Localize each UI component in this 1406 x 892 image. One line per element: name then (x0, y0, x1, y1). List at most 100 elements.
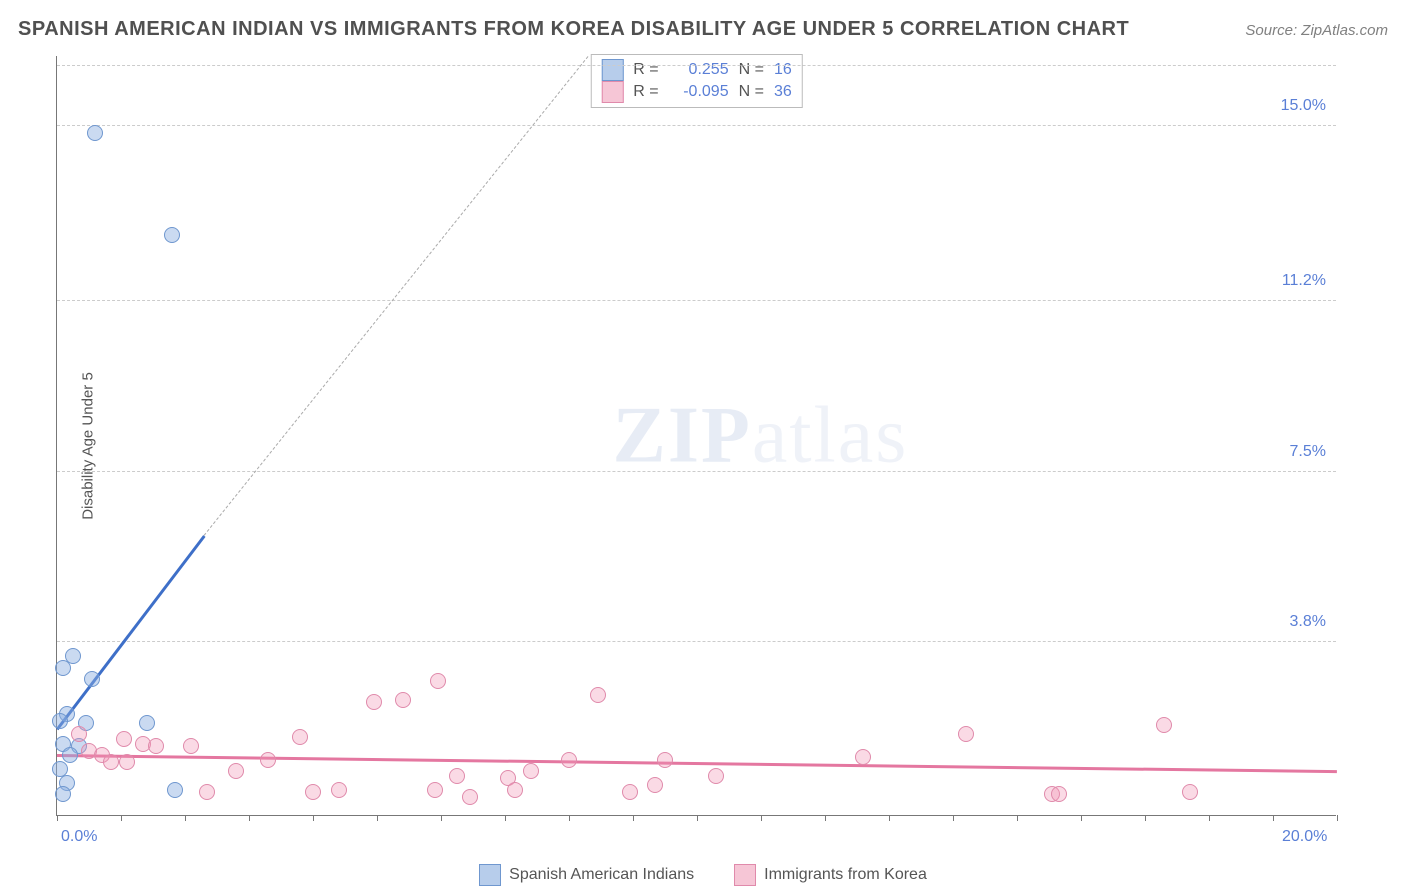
x-tick (57, 815, 58, 821)
data-point (590, 687, 606, 703)
source-value: ZipAtlas.com (1301, 22, 1388, 39)
trend-line (57, 754, 1337, 773)
data-point (71, 726, 87, 742)
x-tick (1273, 815, 1274, 821)
chart-header: SPANISH AMERICAN INDIAN VS IMMIGRANTS FR… (18, 18, 1388, 41)
x-tick (569, 815, 570, 821)
x-tick (441, 815, 442, 821)
x-tick (249, 815, 250, 821)
data-point (366, 694, 382, 710)
data-point (199, 784, 215, 800)
n-label-1: N = (739, 83, 764, 101)
x-tick (377, 815, 378, 821)
data-point (87, 125, 103, 141)
x-tick (697, 815, 698, 821)
data-point (167, 782, 183, 798)
gridline (57, 471, 1336, 472)
data-point (622, 784, 638, 800)
data-point (523, 763, 539, 779)
source-label: Source: (1245, 22, 1301, 39)
r-value-0: 0.255 (669, 61, 729, 79)
watermark: ZIPatlas (612, 390, 908, 481)
source-attribution: Source: ZipAtlas.com (1245, 22, 1388, 39)
data-point (55, 660, 71, 676)
x-tick (1145, 815, 1146, 821)
data-point (55, 786, 71, 802)
r-value-1: -0.095 (669, 83, 729, 101)
stats-legend: R = 0.255 N = 16 R = -0.095 N = 36 (590, 54, 802, 108)
data-point (657, 752, 673, 768)
scatter-chart: ZIPatlas R = 0.255 N = 16 R = -0.095 N =… (56, 56, 1336, 816)
data-point (507, 782, 523, 798)
legend-label-1: Immigrants from Korea (764, 866, 927, 884)
x-tick (313, 815, 314, 821)
x-tick (761, 815, 762, 821)
chart-title: SPANISH AMERICAN INDIAN VS IMMIGRANTS FR… (18, 18, 1129, 41)
data-point (647, 777, 663, 793)
swatch-series-0 (601, 59, 623, 81)
x-tick (1081, 815, 1082, 821)
x-tick (633, 815, 634, 821)
data-point (260, 752, 276, 768)
series-legend: Spanish American Indians Immigrants from… (0, 864, 1406, 886)
data-point (430, 673, 446, 689)
x-tick-label: 0.0% (61, 828, 97, 846)
legend-label-0: Spanish American Indians (509, 866, 694, 884)
data-point (292, 729, 308, 745)
data-point (855, 749, 871, 765)
data-point (449, 768, 465, 784)
x-tick (825, 815, 826, 821)
data-point (116, 731, 132, 747)
x-tick (1337, 815, 1338, 821)
x-tick (953, 815, 954, 821)
data-point (148, 738, 164, 754)
n-value-1: 36 (774, 83, 792, 101)
n-label-0: N = (739, 61, 764, 79)
gridline (57, 641, 1336, 642)
data-point (84, 671, 100, 687)
x-tick (121, 815, 122, 821)
data-point (305, 784, 321, 800)
x-tick-label: 20.0% (1282, 828, 1327, 846)
data-point (427, 782, 443, 798)
data-point (139, 715, 155, 731)
legend-swatch-0 (479, 864, 501, 886)
r-label-0: R = (633, 61, 658, 79)
y-tick-label: 3.8% (1290, 613, 1326, 631)
legend-item-1: Immigrants from Korea (734, 864, 927, 886)
data-point (228, 763, 244, 779)
data-point (331, 782, 347, 798)
legend-swatch-1 (734, 864, 756, 886)
x-tick (1209, 815, 1210, 821)
data-point (1156, 717, 1172, 733)
data-point (395, 692, 411, 708)
x-tick (1017, 815, 1018, 821)
x-tick (889, 815, 890, 821)
trend-line (204, 56, 589, 536)
data-point (958, 726, 974, 742)
x-tick (185, 815, 186, 821)
data-point (183, 738, 199, 754)
stats-row-series-1: R = -0.095 N = 36 (601, 81, 791, 103)
watermark-atlas: atlas (752, 391, 909, 479)
r-label-1: R = (633, 83, 658, 101)
n-value-0: 16 (774, 61, 792, 79)
data-point (561, 752, 577, 768)
data-point (462, 789, 478, 805)
gridline (57, 125, 1336, 126)
data-point (119, 754, 135, 770)
data-point (708, 768, 724, 784)
data-point (62, 747, 78, 763)
watermark-zip: ZIP (612, 391, 751, 479)
x-tick (505, 815, 506, 821)
data-point (1051, 786, 1067, 802)
data-point (1182, 784, 1198, 800)
stats-row-series-0: R = 0.255 N = 16 (601, 59, 791, 81)
data-point (52, 713, 68, 729)
y-tick-label: 7.5% (1290, 443, 1326, 461)
gridline (57, 300, 1336, 301)
data-point (164, 227, 180, 243)
y-tick-label: 15.0% (1281, 97, 1326, 115)
data-point (103, 754, 119, 770)
y-tick-label: 11.2% (1282, 272, 1326, 290)
